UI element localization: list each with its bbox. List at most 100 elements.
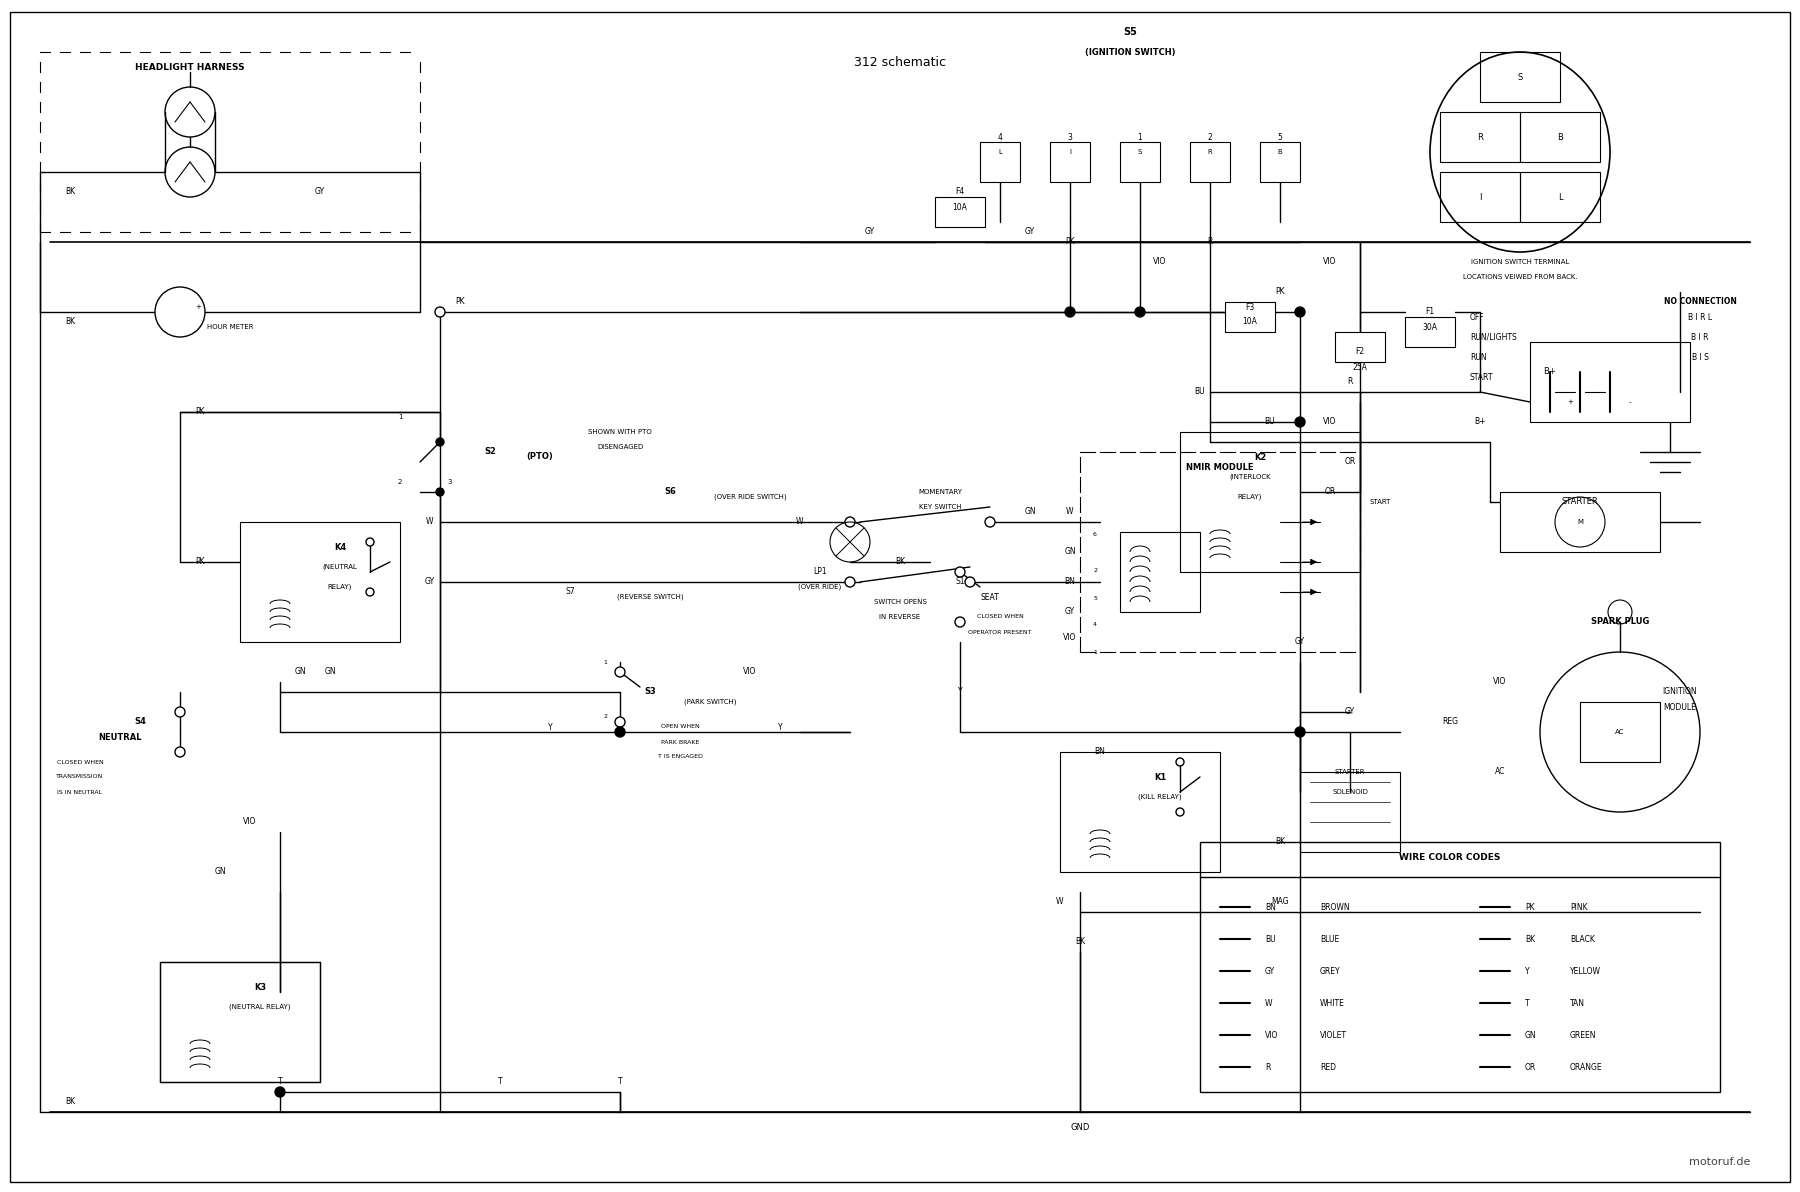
Text: W: W: [1265, 999, 1273, 1007]
Text: VIO: VIO: [1064, 633, 1076, 641]
Text: S4: S4: [133, 718, 146, 726]
Text: B I S: B I S: [1692, 353, 1708, 361]
Text: S: S: [1138, 149, 1143, 155]
Bar: [1181, 432, 1361, 572]
Text: NEUTRAL: NEUTRAL: [99, 733, 142, 741]
Text: IGNITION SWITCH TERMINAL: IGNITION SWITCH TERMINAL: [1471, 259, 1570, 265]
Text: OR: OR: [1325, 488, 1336, 497]
Bar: [1120, 142, 1159, 182]
Text: W: W: [427, 517, 434, 527]
Text: RUN: RUN: [1471, 353, 1487, 361]
Circle shape: [275, 1087, 284, 1097]
Text: GN: GN: [214, 868, 225, 876]
Text: K4: K4: [333, 542, 346, 552]
Text: (KILL RELAY): (KILL RELAY): [1138, 794, 1183, 800]
Text: PK: PK: [194, 558, 205, 566]
Text: VIO: VIO: [1265, 1031, 1278, 1039]
Text: BU: BU: [1265, 935, 1276, 944]
Text: Y: Y: [778, 722, 783, 732]
Text: AC: AC: [1494, 768, 1505, 776]
Text: STARTER: STARTER: [1336, 769, 1364, 775]
Text: GY: GY: [866, 228, 875, 236]
Circle shape: [365, 538, 374, 546]
Text: START: START: [1471, 372, 1494, 381]
Text: K2: K2: [1255, 453, 1265, 461]
Circle shape: [1175, 808, 1184, 817]
Text: STARTER: STARTER: [1562, 497, 1598, 507]
Circle shape: [365, 588, 374, 596]
Bar: [1060, 752, 1220, 873]
Text: B I R: B I R: [1692, 333, 1708, 341]
Text: T: T: [277, 1078, 283, 1086]
Text: 4: 4: [997, 132, 1003, 142]
Text: 1: 1: [1093, 650, 1096, 654]
Text: GY: GY: [425, 577, 436, 586]
Text: RELAY): RELAY): [1238, 493, 1262, 501]
Text: 312 schematic: 312 schematic: [853, 56, 947, 68]
Text: BK: BK: [1525, 935, 1535, 944]
Text: R: R: [1265, 1062, 1271, 1072]
Bar: [1300, 772, 1400, 852]
Text: S2: S2: [484, 447, 497, 457]
Circle shape: [616, 718, 625, 727]
Text: T IS ENGAGED: T IS ENGAGED: [657, 755, 702, 759]
Bar: [1336, 333, 1384, 362]
Text: VIO: VIO: [743, 668, 756, 677]
Text: B: B: [1278, 149, 1282, 155]
Text: (OVER RIDE SWITCH): (OVER RIDE SWITCH): [713, 493, 787, 501]
Text: 10A: 10A: [952, 203, 967, 211]
Text: START: START: [1370, 499, 1391, 505]
Text: WHITE: WHITE: [1319, 999, 1345, 1007]
Text: VIO: VIO: [1154, 257, 1166, 267]
Text: B+: B+: [1474, 417, 1485, 427]
Text: GND: GND: [1071, 1123, 1089, 1131]
Text: CLOSED WHEN: CLOSED WHEN: [977, 615, 1024, 620]
Bar: [1519, 172, 1600, 222]
Text: T: T: [497, 1078, 502, 1086]
Text: ORANGE: ORANGE: [1570, 1062, 1602, 1072]
Circle shape: [616, 727, 625, 737]
Bar: [1519, 112, 1600, 162]
Text: GREEN: GREEN: [1570, 1031, 1597, 1039]
Text: BK: BK: [1274, 838, 1285, 846]
Text: VIO: VIO: [1323, 257, 1337, 267]
Text: GY: GY: [1294, 638, 1305, 646]
Text: K1: K1: [1154, 772, 1166, 782]
Text: S6: S6: [664, 488, 677, 497]
Text: S5: S5: [1123, 27, 1138, 37]
Text: TAN: TAN: [1570, 999, 1586, 1007]
Text: MAG: MAG: [1271, 898, 1289, 906]
Circle shape: [436, 488, 445, 496]
Text: (REVERSE SWITCH): (REVERSE SWITCH): [617, 594, 684, 601]
Bar: [1226, 302, 1274, 333]
Bar: [1260, 142, 1300, 182]
Bar: [1480, 52, 1561, 103]
Text: R: R: [1478, 132, 1483, 142]
Text: S3: S3: [644, 688, 655, 696]
Text: (PARK SWITCH): (PARK SWITCH): [684, 699, 736, 706]
Circle shape: [175, 707, 185, 718]
Text: BU: BU: [1195, 387, 1206, 397]
Text: F1: F1: [1426, 308, 1435, 317]
Text: PK: PK: [455, 298, 464, 306]
Bar: [160, 962, 320, 1082]
Bar: [1499, 492, 1660, 552]
Text: VIO: VIO: [1323, 417, 1337, 427]
Text: VIOLET: VIOLET: [1319, 1031, 1346, 1039]
Text: L: L: [1557, 192, 1562, 201]
Text: Y: Y: [958, 688, 963, 696]
Text: I: I: [1480, 192, 1481, 201]
Text: 4: 4: [1093, 622, 1096, 627]
Text: SPARK PLUG: SPARK PLUG: [1591, 617, 1649, 627]
Text: SHOWN WITH PTO: SHOWN WITH PTO: [589, 429, 652, 435]
Text: BN: BN: [1265, 902, 1276, 912]
Text: PK: PK: [1066, 237, 1075, 247]
Text: NMIR MODULE: NMIR MODULE: [1186, 462, 1255, 472]
Text: RELAY): RELAY): [328, 584, 353, 590]
Text: R: R: [1348, 378, 1352, 386]
Text: BN: BN: [1064, 577, 1075, 586]
Circle shape: [1136, 308, 1145, 317]
Text: +: +: [1568, 399, 1573, 405]
Text: S7: S7: [565, 588, 574, 596]
Text: F3: F3: [1246, 303, 1255, 311]
